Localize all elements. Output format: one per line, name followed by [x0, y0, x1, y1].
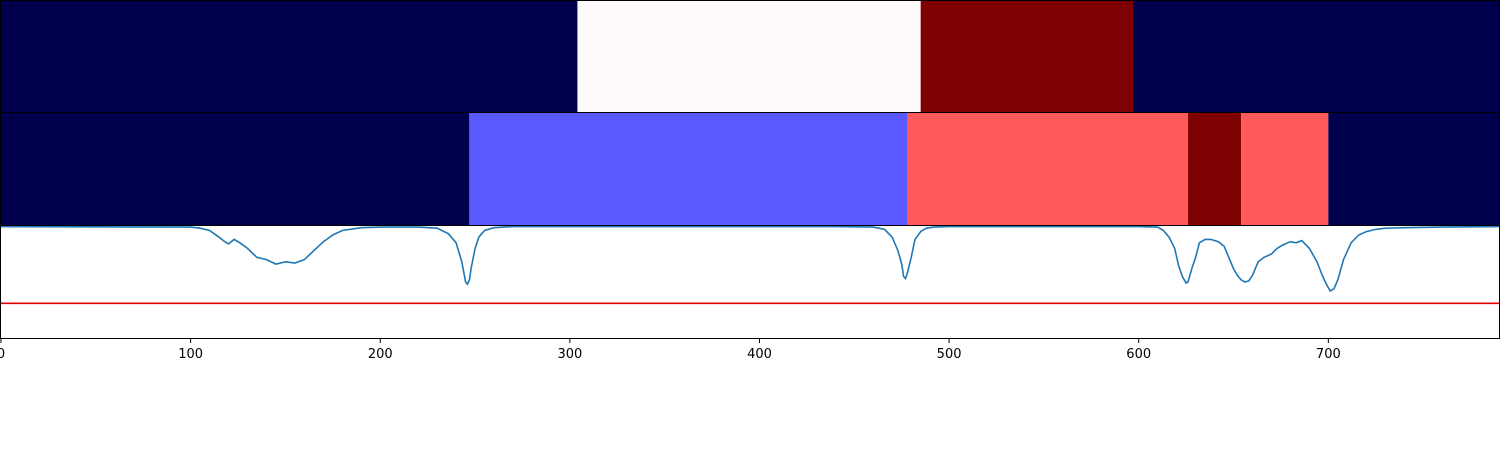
- x-axis: 0 100 200 300 400 500 600 700: [0, 338, 1341, 362]
- heatmap-2-segment-4: [1241, 113, 1329, 225]
- heatmap-2-segment-1: [469, 113, 908, 225]
- x-tick-label: 400: [747, 347, 772, 362]
- signal-line: [0, 225, 1500, 293]
- x-tick-label: 500: [937, 347, 962, 362]
- x-tick-label: 0: [0, 347, 5, 362]
- heatmap-1-segment-2: [920, 1, 1134, 112]
- heatmap-1-segment-1: [577, 1, 921, 112]
- heatmap-1-segment-0: [1, 1, 578, 112]
- heatmap-2-segment-5: [1328, 113, 1499, 225]
- x-tick-label: 200: [368, 347, 393, 362]
- x-tick-label: 700: [1316, 347, 1341, 362]
- heatmap-panel-2: [0, 112, 1500, 226]
- x-tick-label: 100: [178, 347, 203, 362]
- heatmap-panel-1: [0, 0, 1500, 113]
- heatmap-1-segment-3: [1133, 1, 1499, 112]
- line-plot-panel: [0, 225, 1500, 339]
- heatmap-2-segment-0: [1, 113, 470, 225]
- heatmap-2-segment-2: [907, 113, 1189, 225]
- x-tick-label: 600: [1126, 347, 1151, 362]
- x-tick-label: 300: [557, 347, 582, 362]
- heatmap-2-segment-3: [1188, 113, 1242, 225]
